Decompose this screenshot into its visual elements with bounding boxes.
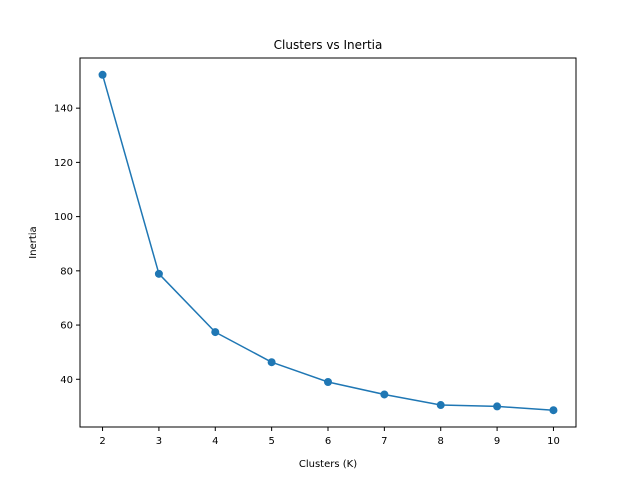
- y-tick-label: 80: [60, 266, 73, 277]
- x-tick-label: 2: [99, 436, 105, 447]
- plot-area: [98, 70, 558, 415]
- y-tick-label: 120: [54, 158, 73, 169]
- y-axis: 40 60 80 100 120 140: [54, 104, 80, 386]
- y-tick-label: 140: [54, 104, 73, 115]
- data-point: [211, 328, 220, 337]
- y-tick-label: 60: [60, 321, 73, 332]
- data-point: [549, 406, 558, 415]
- x-tick-label: 3: [156, 436, 162, 447]
- data-point: [324, 377, 332, 386]
- data-point: [436, 401, 445, 410]
- x-tick-label: 7: [381, 436, 387, 447]
- x-tick-label: 6: [325, 436, 331, 447]
- x-axis-label: Clusters (K): [299, 459, 357, 470]
- data-point: [98, 70, 107, 79]
- x-tick-label: 4: [212, 436, 218, 447]
- x-axis: 2 3 4 5 6 7 8 9 10: [99, 427, 560, 447]
- chart-title: Clusters vs Inertia: [274, 38, 383, 52]
- data-point: [493, 402, 502, 411]
- y-axis-label: Inertia: [28, 226, 39, 258]
- data-point: [267, 358, 276, 367]
- x-tick-label: 10: [547, 436, 560, 447]
- y-tick-label: 100: [54, 212, 73, 223]
- x-tick-label: 8: [438, 436, 444, 447]
- data-point: [380, 390, 389, 399]
- data-point: [154, 269, 163, 278]
- x-tick-label: 5: [268, 436, 274, 447]
- y-tick-label: 40: [60, 375, 73, 386]
- x-tick-label: 9: [494, 436, 500, 447]
